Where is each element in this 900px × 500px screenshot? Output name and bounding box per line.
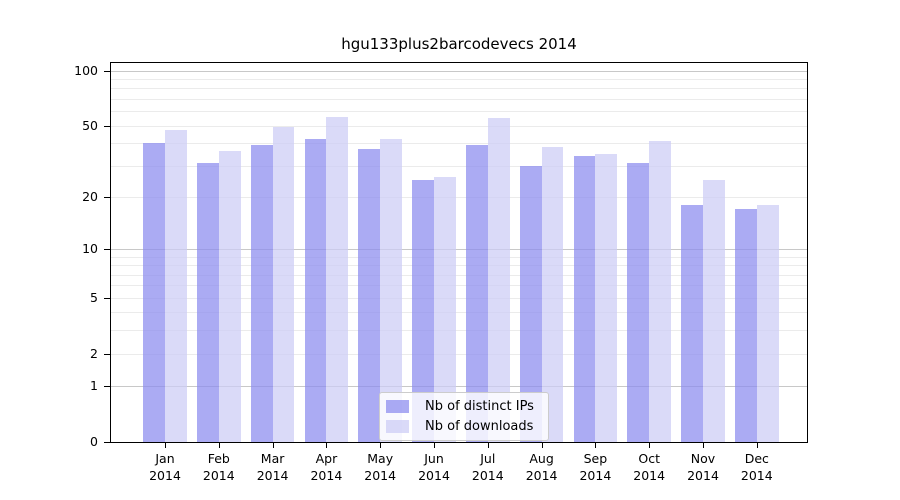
legend-label-distinct-ips: Nb of distinct IPs [425,399,534,414]
x-axis-label: Sep 2014 [579,451,612,483]
gridline-minor [111,196,807,198]
legend-swatch-distinct-ips [386,400,409,413]
x-axis-label: Mar 2014 [256,451,289,483]
gridline-minor [111,98,807,100]
y-axis-label: 20 [82,188,98,204]
gridline-major [111,249,807,251]
y-axis-label: 10 [82,241,98,257]
y-axis-tick [104,442,110,443]
bar-oct-distinct-ips [627,163,650,442]
x-axis-tick [380,443,382,448]
x-axis-tick [165,443,166,448]
gridline-minor [111,111,807,113]
y-axis-tick [104,297,110,299]
bar-nov-downloads [703,179,725,442]
x-axis-tick [434,443,435,448]
gridline-minor [111,297,807,299]
x-axis-label: May 2014 [364,451,397,483]
x-axis-tick [595,443,597,448]
y-axis-label: 2 [90,345,98,361]
y-axis-label: 0 [90,434,98,449]
bar-feb-downloads [218,151,241,442]
gridline-minor [111,312,807,314]
legend-label-downloads: Nb of downloads [425,419,534,434]
plot-area [110,62,808,443]
bar-may-distinct-ips [358,149,381,442]
y-axis-tick [104,353,110,355]
x-axis-label: Jul 2014 [471,451,504,483]
bar-dec-downloads [756,205,779,442]
y-axis-tick [104,386,110,388]
legend-item-distinct-ips: Nb of distinct IPs [386,399,534,414]
y-axis-tick [104,125,110,127]
bar-apr-distinct-ips [304,139,327,442]
bar-jul-distinct-ips [466,145,488,442]
gridline-minor [111,330,807,332]
gridline-minor [111,143,807,145]
y-axis-tick [104,249,110,251]
bar-may-downloads [380,139,402,442]
gridline-minor [111,125,807,127]
x-axis-label: Nov 2014 [687,451,719,483]
bar-apr-downloads [326,116,349,442]
y-axis-label: 100 [74,62,98,78]
gridline-major [111,386,807,388]
bar-mar-distinct-ips [250,145,273,442]
bar-oct-downloads [649,141,671,442]
bar-jun-distinct-ips [412,179,434,442]
x-axis-tick [541,443,543,448]
x-axis-tick [756,443,758,448]
y-axis-label: 5 [90,289,98,305]
gridline-minor [111,285,807,287]
x-axis-tick [703,443,704,448]
bar-jan-distinct-ips [143,143,165,442]
legend-item-downloads: Nb of downloads [386,419,534,434]
gridline-minor [111,256,807,258]
x-axis-tick [487,443,489,448]
y-axis-label: 1 [90,378,98,394]
x-axis-label: Dec 2014 [740,451,773,483]
x-axis-label: Jan 2014 [149,451,181,483]
legend: Nb of distinct IPs Nb of downloads [379,392,549,441]
bar-sep-downloads [595,153,618,442]
gridline-minor [111,165,807,167]
bar-aug-distinct-ips [519,165,542,442]
gridline-minor [111,88,807,90]
gridline-major [111,70,807,72]
x-axis-label: Oct 2014 [633,451,666,483]
x-axis-label: Aug 2014 [525,451,558,483]
x-axis-tick [218,443,220,448]
bar-jul-downloads [487,118,510,442]
y-axis-tick [104,70,110,72]
y-axis-tick [104,196,110,198]
gridline-minor [111,265,807,267]
chart-title: hgu133plus2barcodevecs 2014 [341,35,577,53]
x-axis-tick [272,443,274,448]
x-axis-label: Apr 2014 [310,451,343,483]
bar-aug-downloads [541,147,564,442]
bar-mar-downloads [272,127,295,442]
bar-jun-downloads [434,176,456,442]
x-axis-tick [649,443,651,448]
legend-swatch-downloads [386,420,409,433]
bar-dec-distinct-ips [735,209,757,442]
x-axis-label: Jun 2014 [418,451,450,483]
bar-jan-downloads [165,130,187,442]
x-axis-label: Feb 2014 [202,451,235,483]
x-axis-tick [326,443,328,448]
bar-sep-distinct-ips [573,155,596,442]
gridline-minor [111,274,807,276]
gridline-minor [111,78,807,80]
gridline-minor [111,353,807,355]
bar-nov-distinct-ips [681,205,703,442]
bar-feb-distinct-ips [197,163,219,442]
y-axis-label: 50 [82,117,98,133]
